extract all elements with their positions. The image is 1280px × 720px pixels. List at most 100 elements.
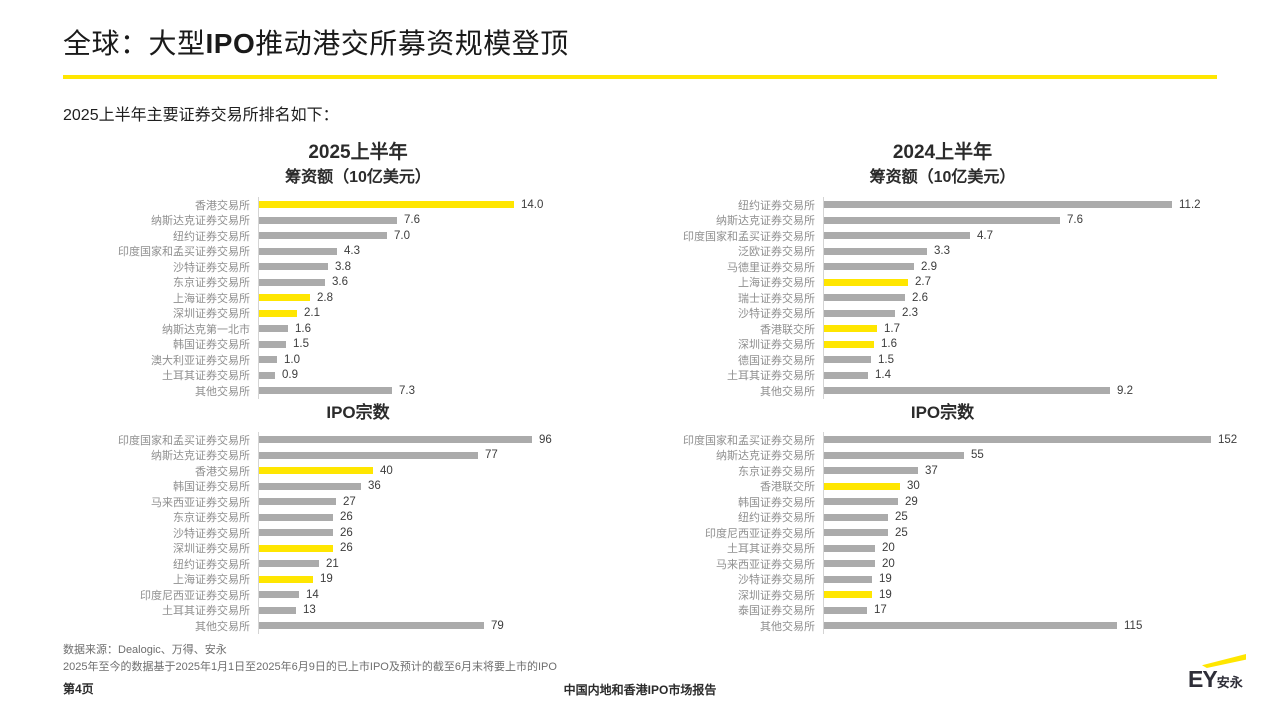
bar-area: 37 [823, 463, 1230, 479]
category-label: 东京证券交易所 [173, 512, 250, 525]
category-label: 纽约证券交易所 [738, 512, 815, 525]
bar-highlighted [824, 278, 908, 286]
bar [259, 498, 336, 506]
bar [259, 560, 319, 568]
chart-row: 其他交易所 115 [655, 618, 1230, 634]
bar-area: 26 [258, 509, 653, 525]
ey-beam-icon [1202, 654, 1246, 668]
value-label: 2.7 [915, 276, 931, 289]
chart-proceeds-2025h1: 2025上半年 筹资额（10亿美元） 香港交易所 14.0 纳斯达克证券交易所 7.6… [63, 140, 653, 399]
category-label: 马来西亚证券交易所 [151, 496, 250, 509]
category-label: 深圳证券交易所 [738, 589, 815, 602]
value-label: 1.4 [875, 369, 891, 382]
bar [259, 387, 392, 395]
chart-row: 东京证券交易所 37 [655, 463, 1230, 479]
chart-row: 土耳其证券交易所 0.9 [63, 367, 653, 383]
bar-area: 19 [258, 571, 653, 587]
bar [259, 278, 325, 286]
page-title-emphasis: IPO [205, 28, 256, 59]
ey-wordmark: EY安永 [1188, 668, 1248, 694]
bar-highlighted [259, 201, 514, 209]
bar-highlighted [824, 591, 872, 599]
value-label: 1.5 [293, 338, 309, 351]
bar [259, 482, 361, 490]
category-label: 土耳其证券交易所 [727, 370, 815, 383]
bar-highlighted [824, 325, 877, 333]
chart-title: IPO宗数 [326, 403, 390, 422]
value-label: 29 [905, 495, 918, 508]
chart-row: 印度国家和孟买证券交易所 96 [63, 432, 653, 448]
bar [824, 560, 875, 568]
bar [259, 513, 333, 521]
chart-row: 澳大利亚证券交易所 1.0 [63, 352, 653, 368]
value-label: 152 [1218, 433, 1238, 446]
bar-area: 77 [258, 447, 653, 463]
chart-subtitle: 筹资额（10亿美元） [869, 169, 1016, 186]
chart-row: 纳斯达克证券交易所 55 [655, 447, 1230, 463]
bar [259, 263, 328, 271]
value-label: 21 [326, 557, 339, 570]
chart-row: 马德里证券交易所 2.9 [655, 259, 1230, 275]
bar-area: 1.6 [823, 336, 1230, 352]
chart-deals-2024h1: IPO宗数 印度国家和孟买证券交易所 152 纳斯达克证券交易所 55 东京证券交易所 3… [655, 400, 1237, 634]
category-label: 香港交易所 [195, 465, 250, 478]
category-label: 深圳证券交易所 [173, 308, 250, 321]
value-label: 7.3 [399, 384, 415, 397]
value-label: 1.5 [878, 353, 894, 366]
title-divider [63, 75, 1217, 79]
bar-area: 2.1 [258, 305, 653, 321]
category-label: 纽约证券交易所 [738, 199, 815, 212]
value-label: 26 [340, 526, 353, 539]
bar-area: 25 [823, 509, 1230, 525]
value-label: 7.0 [394, 229, 410, 242]
value-label: 36 [368, 480, 381, 493]
bar [824, 513, 888, 521]
bar-highlighted [259, 575, 313, 583]
value-label: 13 [303, 604, 316, 617]
bar [259, 436, 532, 444]
category-label: 瑞士证券交易所 [738, 292, 815, 305]
chart-row: 印度尼西亚证券交易所 14 [63, 587, 653, 603]
category-label: 纳斯达克证券交易所 [151, 215, 250, 228]
chart-rows: 香港交易所 14.0 纳斯达克证券交易所 7.6 纽约证券交易所 7.0 印度国家和孟买证券… [63, 197, 653, 399]
bar-area: 1.0 [258, 352, 653, 368]
chart-row: 深圳证券交易所 19 [655, 587, 1230, 603]
chart-rows: 纽约证券交易所 11.2 纳斯达克证券交易所 7.6 印度国家和孟买证券交易所 4.7 泛欧… [655, 197, 1230, 399]
bar-area: 9.2 [823, 383, 1230, 399]
category-label: 印度国家和孟买证券交易所 [118, 434, 250, 447]
value-label: 14.0 [521, 198, 544, 211]
bar-area: 96 [258, 432, 653, 448]
bar-area: 40 [258, 463, 653, 479]
chart-row: 东京证券交易所 26 [63, 509, 653, 525]
bar [824, 575, 872, 583]
category-label: 泰国证券交易所 [738, 605, 815, 618]
bar-area: 30 [823, 478, 1230, 494]
chart-row: 土耳其证券交易所 1.4 [655, 367, 1230, 383]
bar-area: 0.9 [258, 367, 653, 383]
value-label: 79 [491, 619, 504, 632]
chart-row: 马来西亚证券交易所 27 [63, 494, 653, 510]
chart-row: 沙特证券交易所 26 [63, 525, 653, 541]
bar [824, 529, 888, 537]
bar-area: 115 [823, 618, 1230, 634]
chart-row: 土耳其证券交易所 20 [655, 540, 1230, 556]
category-label: 马德里证券交易所 [727, 261, 815, 274]
category-label: 印度国家和孟买证券交易所 [683, 434, 815, 447]
chart-row: 深圳证券交易所 26 [63, 540, 653, 556]
category-label: 土耳其证券交易所 [727, 543, 815, 556]
value-label: 19 [879, 588, 892, 601]
chart-row: 上海证券交易所 2.8 [63, 290, 653, 306]
chart-row: 香港交易所 40 [63, 463, 653, 479]
value-label: 2.3 [902, 307, 918, 320]
chart-row: 印度国家和孟买证券交易所 4.3 [63, 243, 653, 259]
value-label: 0.9 [282, 369, 298, 382]
chart-row: 香港联交所 1.7 [655, 321, 1230, 337]
category-label: 纳斯达克第一北市 [162, 323, 250, 336]
bar-area: 3.3 [823, 243, 1230, 259]
bar-area: 25 [823, 525, 1230, 541]
bar-area: 7.6 [823, 212, 1230, 228]
value-label: 3.8 [335, 260, 351, 273]
bar [824, 467, 918, 475]
bar-area: 1.5 [258, 336, 653, 352]
value-label: 1.7 [884, 322, 900, 335]
